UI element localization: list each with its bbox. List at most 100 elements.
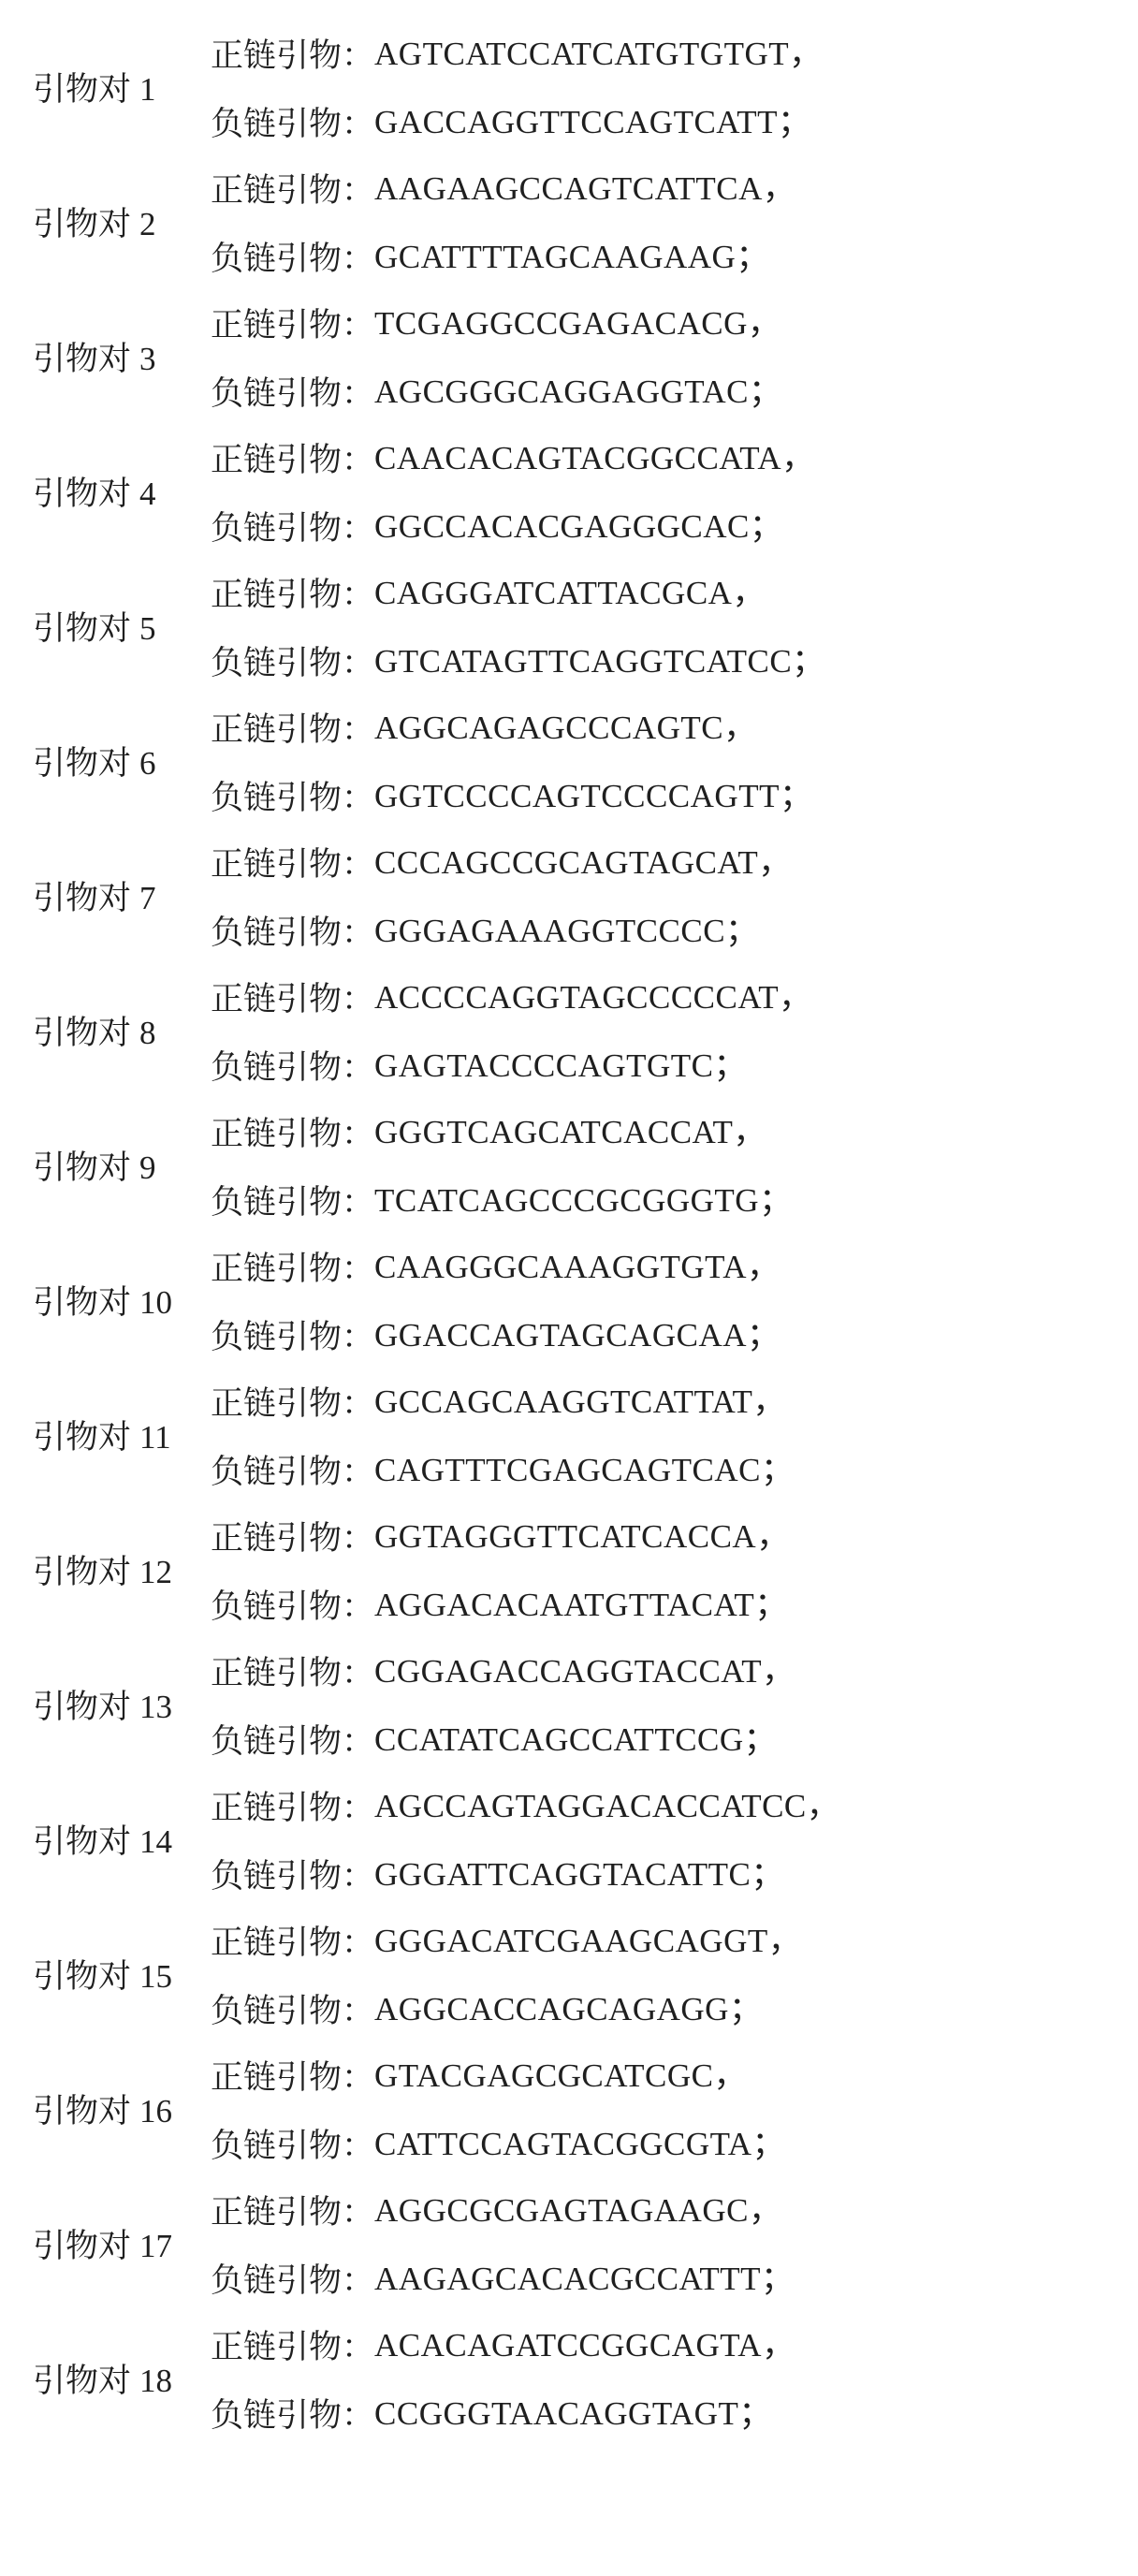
reverse-sequence: AGGACACAATGTTACAT； <box>374 1588 787 1621</box>
primer-pair: 引物对 8正链引物：ACCCCAGGTAGCCCCCAT， 负链引物：GAGTAC… <box>33 981 1105 1082</box>
pair-label: 引物对 15 <box>33 1958 211 1993</box>
pair-label: 引物对 12 <box>33 1554 211 1588</box>
forward-sequence: GTACGAGCGCATCGC， <box>374 2059 747 2092</box>
reverse-primer-row: 负链引物：CATTCCAGTACGGCGTA； <box>211 2128 785 2160</box>
primer-pair: 引物对 7正链引物：CCCAGCCGCAGTAGCAT，负链引物：GGGAGAA… <box>33 846 1105 947</box>
primer-pair: 引物对 17正链引物：AGGCGCGAGTAGAAGC，负链引物：AAGAGCA… <box>33 2194 1105 2295</box>
primer-pair: 引物对 16正链引物：GTACGAGCGCATCGC， 负链引物：CATTCCAG… <box>33 2059 1105 2160</box>
forward-primer-row: 正链引物：AGTCATCCATCATGTGTGT， <box>211 37 822 70</box>
reverse-label: 负链引物： <box>211 2128 374 2160</box>
forward-primer-row: 正链引物：GGGTCAGCATCACCAT， <box>211 1116 792 1149</box>
primer-lines: 正链引物：ACCCCAGGTAGCCCCCAT， 负链引物：GAGTACCCCAG… <box>211 981 811 1082</box>
forward-primer-row: 正链引物：AGCCAGTAGGACACCATCC， <box>211 1790 839 1822</box>
pair-label: 引物对 4 <box>33 476 211 510</box>
pair-label: 引物对 16 <box>33 2093 211 2128</box>
reverse-sequence: GTCATAGTTCAGGTCATCC； <box>374 645 824 678</box>
forward-label: 正链引物： <box>211 1251 374 1283</box>
reverse-label: 负链引物： <box>211 106 374 139</box>
forward-sequence: CCCAGCCGCAGTAGCAT， <box>374 846 791 879</box>
reverse-label: 负链引物： <box>211 1858 374 1891</box>
forward-label: 正链引物： <box>211 1116 374 1149</box>
reverse-sequence: GGTCCCCAGTCCCCAGTT； <box>374 780 812 812</box>
forward-sequence: AGGCGCGAGTAGAAGC， <box>374 2194 781 2227</box>
primer-lines: 正链引物：CGGAGACCAGGTACCAT，负链引物：CCATATCAGCCA… <box>211 1655 795 1756</box>
primer-pair-list: 引物对 1正链引物：AGTCATCCATCATGTGTGT，负链引物：GACCA… <box>33 37 1105 2430</box>
primer-pair: 引物对 10正链引物：CAAGGGCAAAGGTGTA，负链引物：GGACCAG… <box>33 1251 1105 1352</box>
reverse-primer-row: 负链引物：GACCAGGTTCCAGTCATT； <box>211 106 822 139</box>
reverse-label: 负链引物： <box>211 645 374 678</box>
forward-label: 正链引物： <box>211 711 374 744</box>
reverse-label: 负链引物： <box>211 780 374 812</box>
forward-label: 正链引物： <box>211 442 374 475</box>
forward-label: 正链引物： <box>211 981 374 1014</box>
pair-label: 引物对 3 <box>33 341 211 375</box>
primer-pair: 引物对 12正链引物：GGTAGGGTTCATCACCA，负链引物：AGGACA… <box>33 1520 1105 1621</box>
reverse-sequence: GGCCACACGAGGGCAC； <box>374 510 782 543</box>
reverse-label: 负链引物： <box>211 510 374 543</box>
forward-sequence: AAGAAGCCAGTCATTCA， <box>374 172 795 205</box>
primer-lines: 正链引物：AGCCAGTAGGACACCATCC， 负链引物：GGGATTCAGG… <box>211 1790 839 1891</box>
primer-lines: 正链引物：ACACAGATCCGGCAGTA，负链引物：CCGGGTAACAGG… <box>211 2329 795 2430</box>
reverse-primer-row: 负链引物：CAGTTTCGAGCAGTCAC； <box>211 1454 794 1486</box>
primer-pair: 引物对 3正链引物：TCGAGGCCGAGACACG，负链引物：AGCGGGCA… <box>33 307 1105 408</box>
primer-lines: 正链引物：GTACGAGCGCATCGC， 负链引物：CATTCCAGTACGGC… <box>211 2059 785 2160</box>
reverse-label: 负链引物： <box>211 1454 374 1486</box>
reverse-label: 负链引物： <box>211 915 374 947</box>
reverse-sequence: AAGAGCACACGCCATTT； <box>374 2262 794 2295</box>
forward-sequence: AGTCATCCATCATGTGTGT， <box>374 37 822 70</box>
reverse-label: 负链引物： <box>211 241 374 273</box>
forward-primer-row: 正链引物：GTACGAGCGCATCGC， <box>211 2059 785 2092</box>
primer-lines: 正链引物：CAACACAGTACGGCCATA， 负链引物：GGCCACACGAG… <box>211 442 814 543</box>
forward-sequence: CAAGGGCAAAGGTGTA， <box>374 1251 780 1283</box>
primer-lines: 正链引物：GGGTCAGCATCACCAT， 负链引物：TCATCAGCCCGCG… <box>211 1116 792 1217</box>
reverse-primer-row: 负链引物：GCATTTTAGCAAGAAG； <box>211 241 795 273</box>
reverse-sequence: CCATATCAGCCATTCCG； <box>374 1723 777 1756</box>
forward-primer-row: 正链引物：CAAGGGCAAAGGTGTA， <box>211 1251 780 1283</box>
primer-lines: 正链引物：GCCAGCAAGGTCATTAT， 负链引物：CAGTTTCGAGCA… <box>211 1385 794 1486</box>
reverse-primer-row: 负链引物：GGCCACACGAGGGCAC； <box>211 510 814 543</box>
forward-label: 正链引物： <box>211 172 374 205</box>
forward-sequence: GGTAGGGTTCATCACCA， <box>374 1520 789 1553</box>
pair-label: 引物对 1 <box>33 71 211 106</box>
reverse-primer-row: 负链引物：AGGACACAATGTTACAT； <box>211 1588 789 1621</box>
primer-pair: 引物对 2正链引物：AAGAAGCCAGTCATTCA， 负链引物：GCATTTT… <box>33 172 1105 273</box>
forward-primer-row: 正链引物：ACCCCAGGTAGCCCCCAT， <box>211 981 811 1014</box>
pair-label: 引物对 10 <box>33 1284 211 1319</box>
forward-primer-row: 正链引物：CCCAGCCGCAGTAGCAT， <box>211 846 791 879</box>
pair-label: 引物对 14 <box>33 1823 211 1858</box>
reverse-label: 负链引物： <box>211 1993 374 2026</box>
reverse-sequence: GGGATTCAGGTACATTC； <box>374 1858 783 1891</box>
pair-label: 引物对 7 <box>33 880 211 915</box>
forward-label: 正链引物： <box>211 1925 374 1957</box>
primer-lines: 正链引物：AGTCATCCATCATGTGTGT， 负链引物：GACCAGGTTC… <box>211 37 822 139</box>
pair-label: 引物对 9 <box>33 1149 211 1184</box>
reverse-label: 负链引物： <box>211 1049 374 1082</box>
forward-primer-row: 正链引物：AGGCGCGAGTAGAAGC， <box>211 2194 794 2227</box>
pair-label: 引物对 8 <box>33 1015 211 1049</box>
forward-label: 正链引物： <box>211 2059 374 2092</box>
reverse-primer-row: 负链引物：AAGAGCACACGCCATTT； <box>211 2262 794 2295</box>
reverse-sequence: TCATCAGCCCGCGGGTG； <box>374 1184 792 1217</box>
pair-label: 引物对 11 <box>33 1419 211 1454</box>
primer-lines: 正链引物：CAAGGGCAAAGGTGTA，负链引物：GGACCAGTAGCAG… <box>211 1251 780 1352</box>
forward-sequence: CAGGGATCATTACGCA， <box>374 577 765 609</box>
forward-sequence: ACCCCAGGTAGCCCCCAT， <box>374 981 811 1014</box>
forward-sequence: GCCAGCAAGGTCATTAT， <box>374 1385 785 1418</box>
reverse-primer-row: 负链引物：GAGTACCCCAGTGTC； <box>211 1049 811 1082</box>
reverse-primer-row: 负链引物：GTCATAGTTCAGGTCATCC； <box>211 645 824 678</box>
forward-primer-row: 正链引物：AAGAAGCCAGTCATTCA， <box>211 172 795 205</box>
pair-label: 引物对 2 <box>33 206 211 241</box>
reverse-primer-row: 负链引物：AGCGGGCAGGAGGTAC； <box>211 375 781 408</box>
reverse-label: 负链引物： <box>211 1184 374 1217</box>
forward-label: 正链引物： <box>211 1385 374 1418</box>
forward-sequence: TCGAGGCCGAGACACG， <box>374 307 781 340</box>
forward-sequence: CGGAGACCAGGTACCAT， <box>374 1655 795 1688</box>
forward-primer-row: 正链引物：CAACACAGTACGGCCATA， <box>211 442 814 475</box>
primer-lines: 正链引物：CAGGGATCATTACGCA， 负链引物：GTCATAGTTCAGG… <box>211 577 824 678</box>
forward-sequence: AGCCAGTAGGACACCATCC， <box>374 1790 839 1822</box>
pair-label: 引物对 5 <box>33 610 211 645</box>
primer-pair: 引物对 5正链引物：CAGGGATCATTACGCA， 负链引物：GTCATAGT… <box>33 577 1105 678</box>
forward-label: 正链引物： <box>211 577 374 609</box>
forward-sequence: CAACACAGTACGGCCATA， <box>374 442 814 475</box>
primer-lines: 正链引物：AGGCAGAGCCCAGTC，负链引物：GGTCCCCAGTCCCC… <box>211 711 812 812</box>
